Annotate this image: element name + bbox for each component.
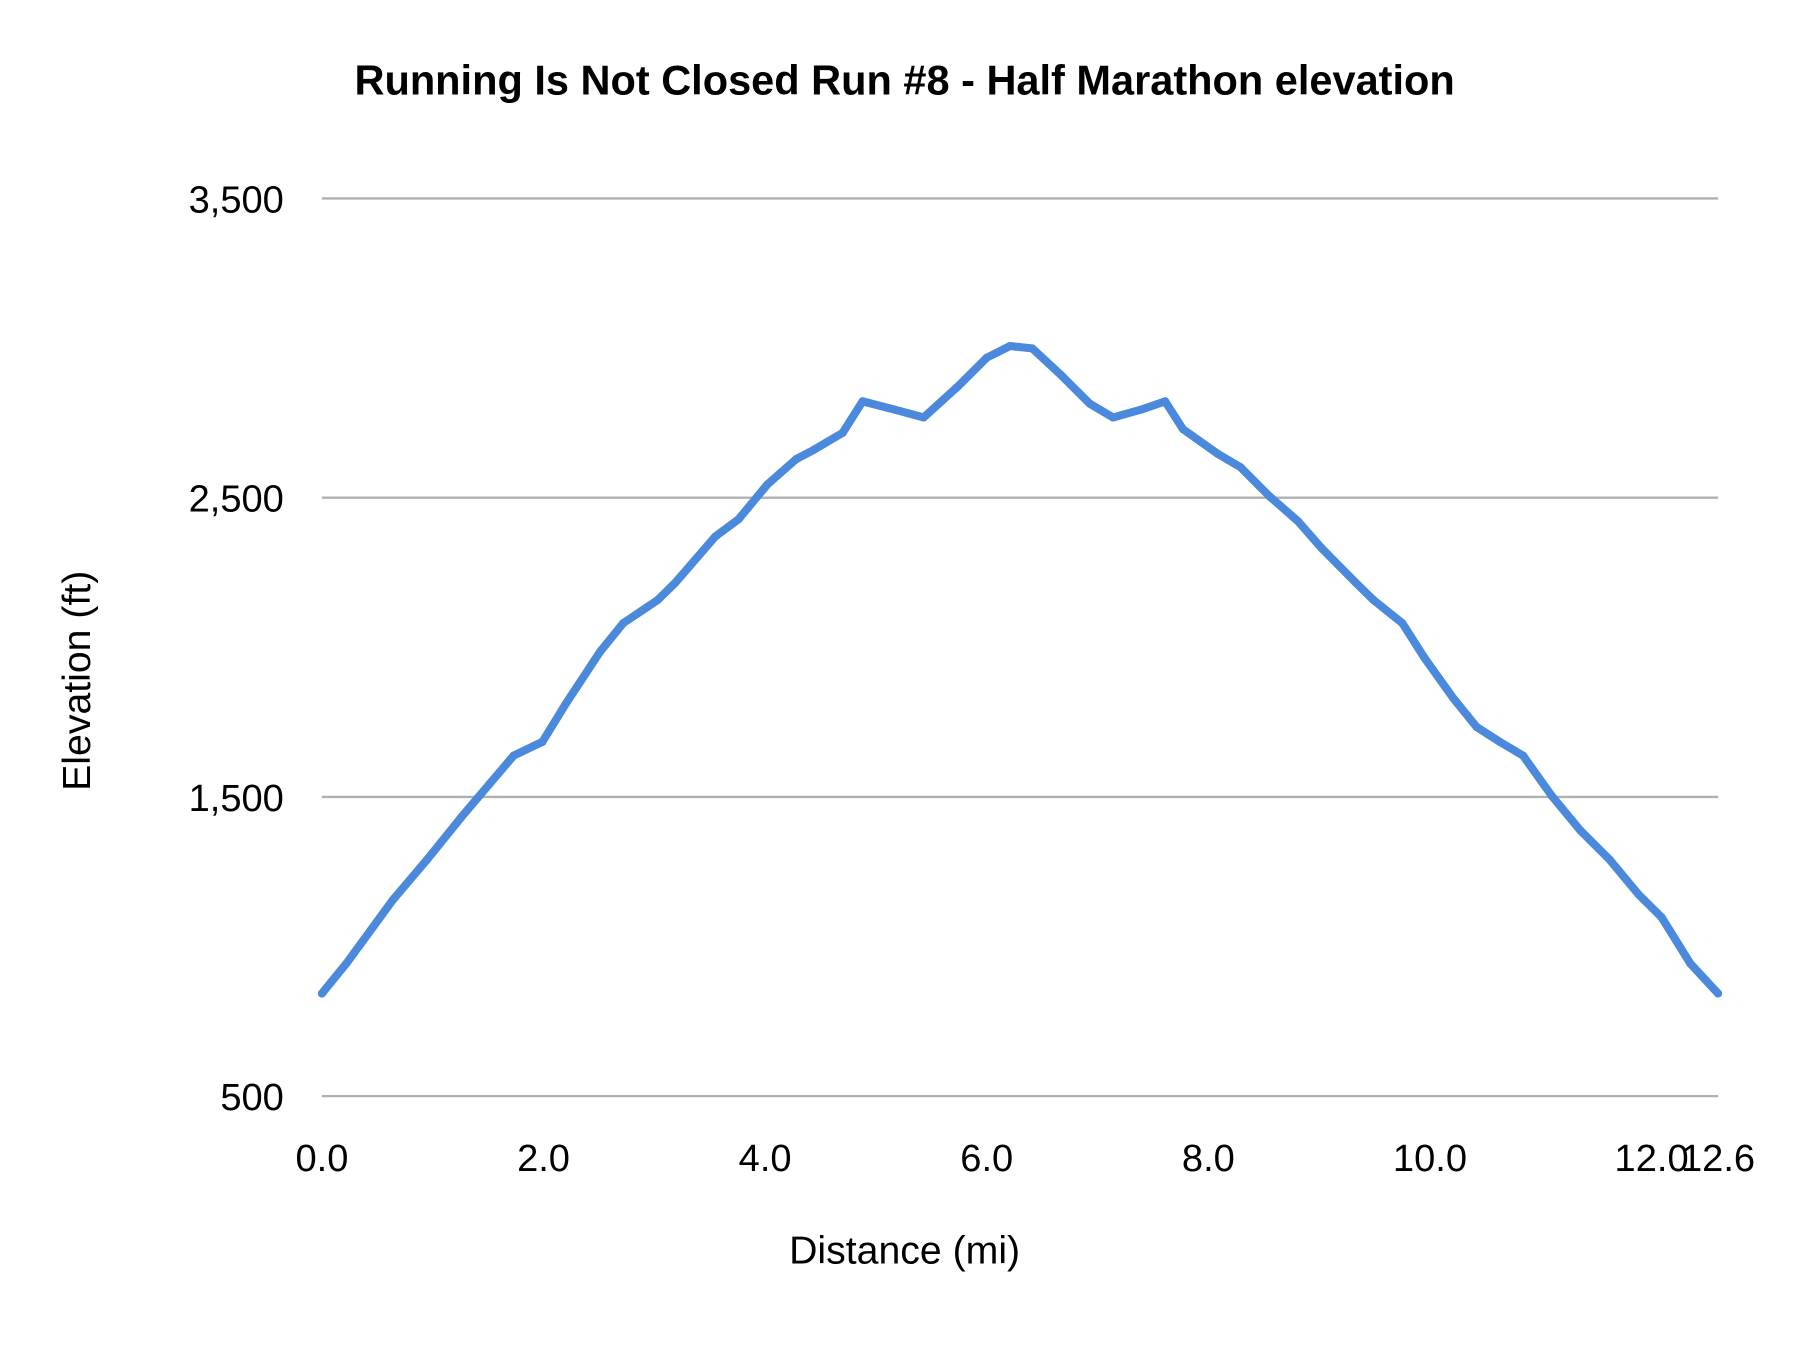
x-tick-label: 4.0 bbox=[739, 1138, 792, 1180]
data-point bbox=[1085, 399, 1094, 408]
data-point bbox=[596, 647, 605, 656]
data-point bbox=[561, 699, 570, 708]
data-point bbox=[1317, 543, 1326, 553]
data-point bbox=[1605, 855, 1614, 864]
data-point bbox=[423, 855, 432, 864]
data-point bbox=[1634, 890, 1643, 899]
data-point bbox=[953, 382, 962, 391]
data-point bbox=[809, 445, 818, 454]
data-point bbox=[858, 397, 867, 406]
x-tick-label: 2.0 bbox=[517, 1138, 570, 1180]
data-point bbox=[1495, 737, 1504, 746]
x-tick-label: 10.0 bbox=[1393, 1138, 1467, 1180]
x-axis-title: Distance (mi) bbox=[789, 1228, 1020, 1272]
y-axis-title: Elevation (ft) bbox=[55, 571, 99, 791]
data-point bbox=[1265, 492, 1274, 501]
data-point bbox=[1420, 653, 1429, 662]
data-point bbox=[457, 812, 466, 822]
data-point bbox=[982, 353, 991, 362]
data-point bbox=[763, 480, 772, 489]
data-point bbox=[1137, 405, 1146, 414]
data-point bbox=[1449, 694, 1458, 703]
data-point bbox=[388, 895, 397, 904]
data-point bbox=[1236, 463, 1245, 472]
data-point bbox=[1351, 578, 1360, 587]
y-tick-label: 2,500 bbox=[189, 479, 284, 521]
data-point bbox=[1686, 959, 1695, 968]
data-point bbox=[1028, 344, 1037, 353]
data-point bbox=[509, 751, 518, 760]
data-point bbox=[1294, 517, 1303, 526]
data-point bbox=[619, 619, 628, 628]
data-point bbox=[1576, 826, 1585, 835]
x-tick-label: 12.6 bbox=[1681, 1138, 1755, 1180]
y-tick-label: 1,500 bbox=[189, 778, 284, 820]
series-layer bbox=[317, 341, 1723, 998]
data-point bbox=[1714, 989, 1723, 998]
data-point bbox=[919, 413, 928, 422]
data-point bbox=[1547, 791, 1556, 801]
data-point bbox=[1369, 595, 1378, 605]
x-axis-ticks: 0.0 2.0 4.0 6.0 8.0 10.0 12.012.6 bbox=[295, 1138, 1755, 1180]
elevation-line bbox=[317, 341, 1723, 998]
data-point bbox=[1109, 413, 1118, 422]
gridlines bbox=[321, 197, 1719, 1098]
x-tick-label: 0.0 bbox=[295, 1138, 348, 1180]
data-point bbox=[1657, 913, 1666, 922]
data-point bbox=[889, 405, 898, 414]
data-point bbox=[734, 515, 743, 524]
data-point bbox=[1005, 341, 1015, 351]
data-point bbox=[342, 959, 351, 968]
data-point bbox=[1213, 449, 1222, 458]
data-point bbox=[1178, 425, 1187, 434]
chart-title: Running Is Not Closed Run #8 - Half Mara… bbox=[354, 57, 1454, 104]
data-point bbox=[792, 455, 801, 464]
data-point bbox=[538, 737, 547, 746]
data-point bbox=[1161, 397, 1170, 406]
y-tick-label: 3,500 bbox=[189, 179, 284, 221]
data-point bbox=[317, 989, 326, 998]
data-point bbox=[1472, 722, 1481, 731]
data-point bbox=[711, 532, 720, 541]
data-point bbox=[1519, 751, 1528, 760]
data-point bbox=[653, 595, 662, 605]
x-tick-label: 6.0 bbox=[960, 1138, 1013, 1180]
x-tick-label: 12.0 bbox=[1615, 1138, 1689, 1180]
y-tick-label: 500 bbox=[220, 1077, 284, 1119]
data-point bbox=[1056, 370, 1066, 380]
data-point bbox=[671, 578, 680, 587]
y-axis-ticks: 500 1,500 2,500 3,500 bbox=[189, 179, 284, 1119]
data-point bbox=[838, 428, 847, 437]
data-point bbox=[1398, 619, 1407, 628]
x-tick-label: 8.0 bbox=[1182, 1138, 1235, 1180]
